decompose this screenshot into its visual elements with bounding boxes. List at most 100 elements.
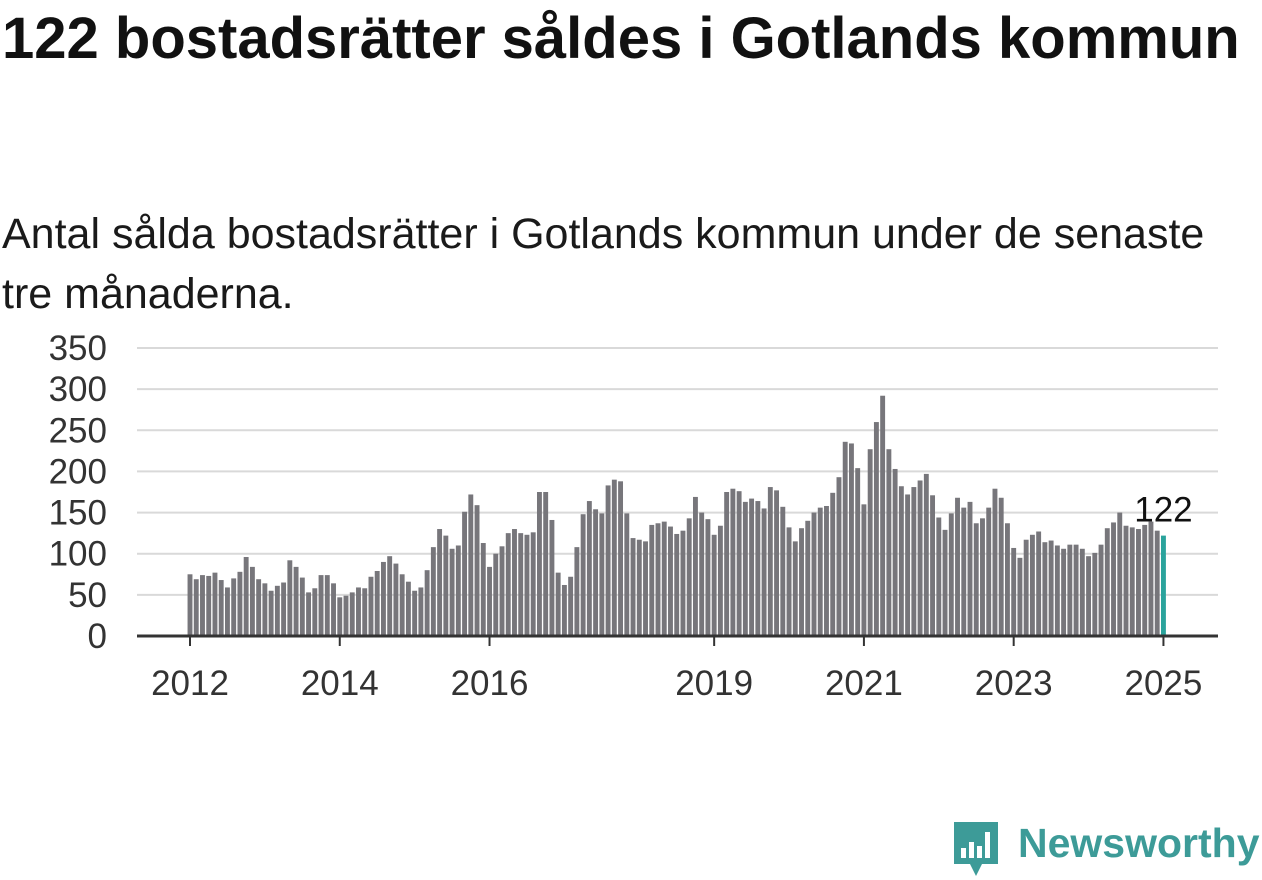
bar — [1154, 530, 1160, 636]
bar — [530, 532, 536, 636]
bar — [1042, 542, 1048, 636]
bar — [967, 501, 973, 636]
bar — [474, 505, 480, 636]
bar — [992, 488, 998, 636]
x-tick-label: 2014 — [301, 664, 379, 703]
bar — [1054, 545, 1060, 636]
bar — [636, 539, 642, 636]
x-tick-label: 2019 — [675, 664, 753, 703]
bar — [848, 443, 854, 636]
bar — [1061, 548, 1067, 636]
bar — [268, 590, 274, 636]
bar — [337, 597, 343, 636]
bar — [374, 570, 380, 636]
bar — [580, 514, 586, 636]
bar — [243, 557, 249, 636]
bar — [462, 511, 468, 636]
bar — [536, 492, 542, 636]
bar — [512, 529, 517, 636]
bar — [487, 566, 492, 636]
bar — [493, 553, 499, 636]
newsworthy-logo-icon — [954, 822, 998, 876]
bar — [561, 584, 567, 636]
bar — [961, 507, 967, 636]
bar — [824, 505, 829, 636]
bar — [680, 530, 686, 636]
bar — [249, 566, 255, 636]
y-tick-label: 50 — [68, 576, 107, 615]
bar — [742, 501, 748, 636]
bar — [880, 395, 886, 636]
bar — [936, 517, 942, 636]
bar — [955, 497, 960, 636]
bar — [692, 496, 698, 636]
bar — [730, 488, 736, 636]
bar — [274, 585, 280, 636]
bar — [1011, 547, 1017, 636]
bar — [362, 588, 368, 636]
bar — [836, 477, 842, 636]
bar — [892, 468, 898, 636]
bar — [437, 529, 443, 636]
bar — [405, 581, 411, 636]
y-tick-label: 250 — [49, 411, 107, 450]
bar — [1036, 531, 1042, 636]
bar — [187, 574, 193, 636]
bar — [811, 512, 817, 636]
bar — [212, 572, 218, 636]
bar — [1029, 534, 1035, 636]
bar — [611, 479, 617, 636]
x-tick-label: 2023 — [975, 664, 1053, 703]
bar — [200, 575, 205, 636]
bar — [1092, 552, 1098, 636]
bar — [224, 587, 230, 636]
bar — [655, 523, 661, 636]
bar — [1123, 525, 1129, 636]
bar — [318, 575, 324, 636]
gridlines — [137, 347, 1218, 596]
bar — [674, 533, 680, 636]
bar — [256, 579, 262, 636]
bar — [368, 576, 374, 636]
bar — [299, 577, 305, 636]
bar — [480, 543, 486, 636]
y-tick-label: 300 — [49, 370, 107, 409]
bar — [568, 576, 574, 636]
bar — [193, 579, 199, 636]
bar — [1079, 548, 1085, 636]
bar — [206, 575, 212, 636]
y-tick-label: 200 — [49, 452, 107, 491]
bar — [861, 504, 867, 636]
bar — [418, 587, 424, 636]
bar — [998, 497, 1004, 636]
bar — [942, 529, 948, 636]
bar — [430, 547, 436, 636]
bar — [387, 556, 393, 636]
bar — [586, 501, 592, 636]
bar — [324, 575, 330, 636]
bar — [686, 518, 692, 636]
bar — [711, 534, 717, 636]
bar — [886, 449, 892, 636]
x-axis-ticks: 2012 2014 2016 2019 2021 2023 2025 — [151, 636, 1202, 703]
bar — [1023, 539, 1029, 636]
bar — [549, 519, 555, 636]
chart-subtitle: Antal sålda bostadsrätter i Gotlands kom… — [2, 210, 1205, 318]
bar — [574, 547, 580, 636]
bar — [855, 468, 861, 636]
bar — [767, 487, 773, 636]
bar — [973, 523, 979, 636]
x-tick-label: 2012 — [151, 664, 229, 703]
bar — [399, 574, 405, 636]
bar — [643, 541, 648, 636]
bar — [930, 495, 936, 636]
bar — [1104, 528, 1110, 636]
bar — [980, 518, 985, 636]
bar — [1142, 524, 1148, 636]
bar — [830, 492, 836, 636]
bar — [356, 587, 361, 636]
bar — [593, 509, 599, 636]
latest-value-label: 122 — [1134, 491, 1192, 530]
bar — [948, 513, 954, 636]
bar — [349, 592, 355, 636]
